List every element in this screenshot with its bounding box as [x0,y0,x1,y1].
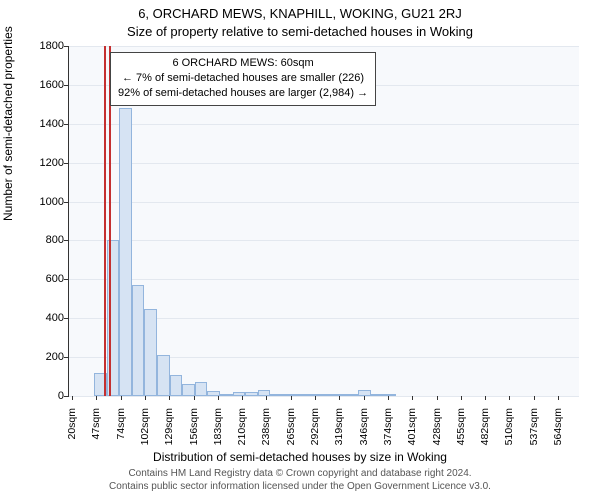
ytick-label: 1000 [24,196,64,208]
xtick-mark [145,396,146,400]
caption-line2: Contains public sector information licen… [0,481,600,494]
histogram-bar [132,285,145,396]
histogram-bar [220,394,233,396]
histogram-bar [144,309,157,397]
gridline [69,46,579,47]
histogram-bar [371,394,384,396]
xtick-mark [509,396,510,400]
caption: Contains HM Land Registry data © Crown c… [0,468,600,493]
histogram-bar [245,392,258,396]
xtick-mark [169,396,170,400]
histogram-bar [295,394,308,396]
xtick-mark [291,396,292,400]
histogram-bar [119,108,132,396]
ytick-label: 1400 [24,118,64,130]
ytick-mark [64,318,68,319]
ytick-mark [64,240,68,241]
histogram-bar [321,394,334,396]
ytick-label: 600 [24,273,64,285]
y-axis-label: Number of semi-detached properties [1,26,15,221]
gridline [69,240,579,241]
gridline [69,202,579,203]
histogram-bar [157,355,170,396]
xtick-mark [558,396,559,400]
histogram-bar [170,375,183,396]
xtick-mark [485,396,486,400]
xtick-mark [437,396,438,400]
ytick-label: 1800 [24,40,64,52]
histogram-bar [258,390,271,396]
legend-line3: 92% of semi-detached houses are larger (… [118,86,368,101]
legend-box: 6 ORCHARD MEWS: 60sqm ← 7% of semi-detac… [110,52,376,106]
xtick-mark [412,396,413,400]
gridline [69,124,579,125]
ytick-label: 1600 [24,79,64,91]
x-axis-label: Distribution of semi-detached houses by … [0,450,600,464]
ytick-label: 800 [24,234,64,246]
histogram-bar [384,394,397,396]
ytick-mark [64,163,68,164]
xtick-mark [315,396,316,400]
ytick-mark [64,396,68,397]
xtick-mark [388,396,389,400]
legend-line2: ← 7% of semi-detached houses are smaller… [118,71,368,86]
xtick-mark [534,396,535,400]
xtick-mark [266,396,267,400]
ytick-mark [64,124,68,125]
histogram-bar [346,394,359,396]
xtick-mark [364,396,365,400]
ytick-mark [64,279,68,280]
gridline [69,279,579,280]
chart-container: 6, ORCHARD MEWS, KNAPHILL, WOKING, GU21 … [0,0,600,500]
ytick-label: 400 [24,312,64,324]
histogram-bar [358,390,371,396]
histogram-bar [233,392,246,396]
ytick-mark [64,202,68,203]
chart-title-line2: Size of property relative to semi-detach… [0,24,600,39]
histogram-bar [195,382,208,396]
xtick-mark [72,396,73,400]
xtick-mark [339,396,340,400]
xtick-mark [121,396,122,400]
histogram-bar [270,394,283,396]
xtick-mark [96,396,97,400]
ytick-label: 0 [24,390,64,402]
ytick-mark [64,357,68,358]
gridline [69,163,579,164]
caption-line1: Contains HM Land Registry data © Crown c… [0,468,600,481]
ytick-label: 200 [24,351,64,363]
xtick-mark [242,396,243,400]
histogram-bar [182,384,195,396]
ytick-mark [64,46,68,47]
xtick-mark [461,396,462,400]
histogram-bar [283,394,296,396]
ytick-mark [64,85,68,86]
chart-title-line1: 6, ORCHARD MEWS, KNAPHILL, WOKING, GU21 … [0,6,600,21]
marker-line [104,46,106,396]
xtick-mark [218,396,219,400]
ytick-label: 1200 [24,157,64,169]
legend-line1: 6 ORCHARD MEWS: 60sqm [118,56,368,71]
xtick-mark [194,396,195,400]
